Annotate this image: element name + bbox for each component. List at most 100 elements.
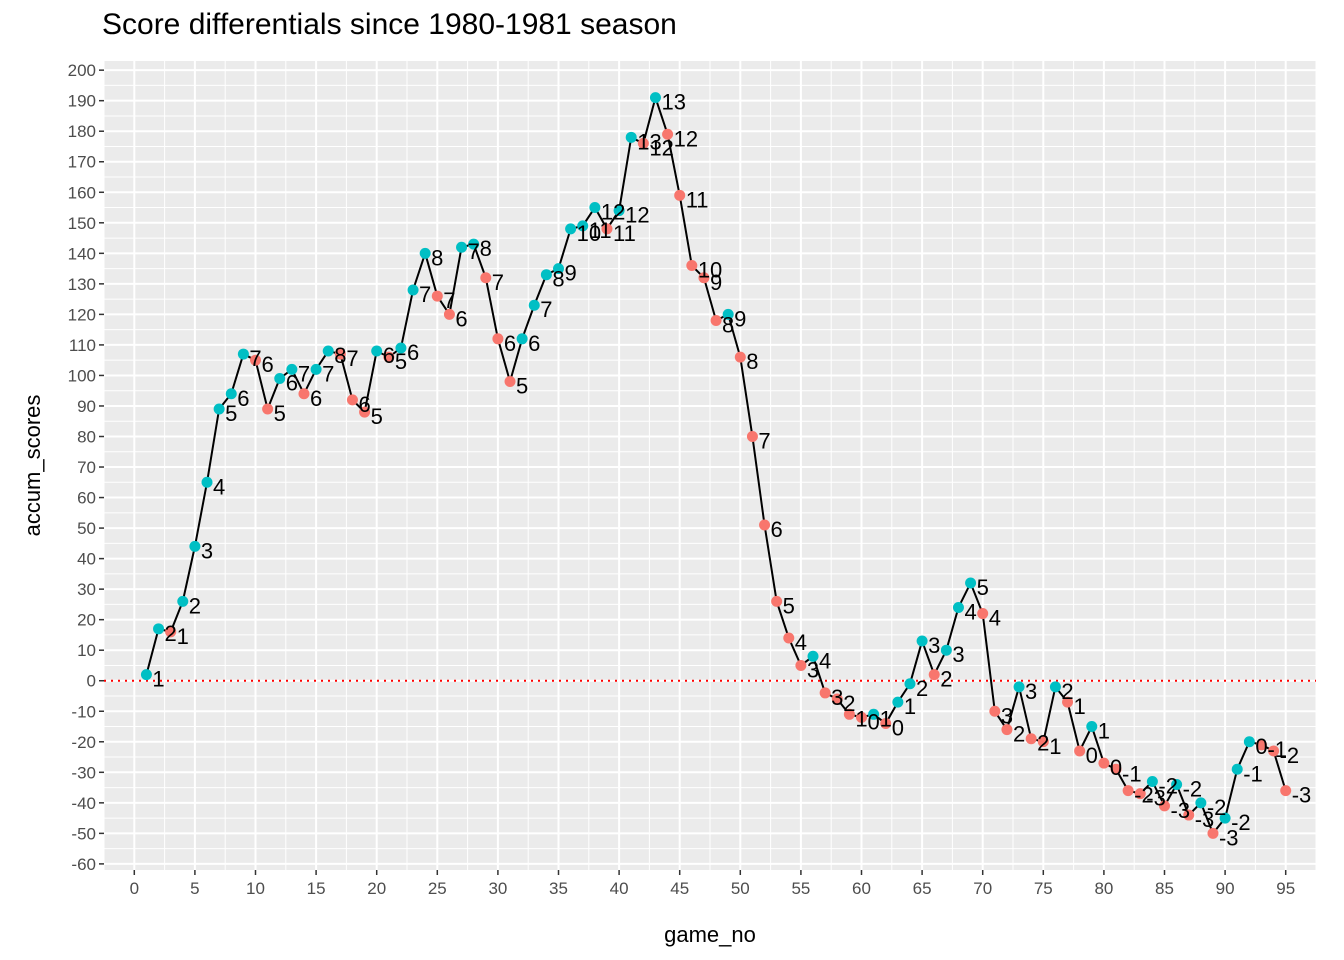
data-point bbox=[1207, 827, 1219, 839]
data-label: 7 bbox=[346, 346, 358, 371]
data-point bbox=[322, 345, 334, 357]
y-tick-label: -20 bbox=[71, 733, 96, 752]
x-tick-label: 5 bbox=[190, 879, 199, 898]
x-tick-label: 60 bbox=[852, 879, 871, 898]
data-point bbox=[1110, 763, 1122, 775]
data-point bbox=[977, 608, 989, 620]
data-label: 8 bbox=[552, 267, 564, 292]
data-point bbox=[831, 693, 843, 705]
y-axis: -60 -50 -40 -30 -20 -10 0 10 20 30 40 50 60 70 80 90 100… bbox=[68, 61, 104, 874]
data-point bbox=[1195, 797, 1207, 809]
x-tick-label: 40 bbox=[610, 879, 629, 898]
x-axis-title: game_no bbox=[664, 922, 756, 947]
data-label: 7 bbox=[419, 282, 431, 307]
data-point bbox=[371, 345, 383, 357]
data-point bbox=[686, 260, 698, 272]
y-tick-label: -10 bbox=[71, 702, 96, 721]
data-point bbox=[540, 269, 552, 281]
y-tick-label: 40 bbox=[77, 550, 96, 569]
data-label: 8 bbox=[746, 349, 758, 374]
data-label: 13 bbox=[637, 129, 661, 154]
data-label: 2 bbox=[843, 691, 855, 716]
data-point bbox=[407, 284, 419, 296]
data-label: 8 bbox=[480, 236, 492, 261]
data-point bbox=[880, 717, 892, 729]
data-label: 8 bbox=[334, 343, 346, 368]
x-tick-label: 80 bbox=[1094, 879, 1113, 898]
data-point bbox=[177, 595, 189, 607]
data-point bbox=[1098, 757, 1110, 769]
y-tick-label: 90 bbox=[77, 397, 96, 416]
data-point bbox=[1134, 788, 1146, 800]
data-label: 6 bbox=[528, 331, 540, 356]
data-label: -1 bbox=[1243, 761, 1263, 786]
data-label: 3 bbox=[1001, 703, 1013, 728]
y-tick-label: 20 bbox=[77, 611, 96, 630]
x-tick-label: 90 bbox=[1216, 879, 1235, 898]
y-tick-label: 70 bbox=[77, 458, 96, 477]
data-label: 1 bbox=[880, 706, 892, 731]
x-tick-label: 45 bbox=[670, 879, 689, 898]
data-label: 6 bbox=[407, 340, 419, 365]
data-label: 3 bbox=[928, 633, 940, 658]
data-label: 6 bbox=[262, 352, 274, 377]
data-label: -2 bbox=[1207, 795, 1227, 820]
y-tick-label: 140 bbox=[68, 244, 96, 263]
y-tick-label: 10 bbox=[77, 641, 96, 660]
data-label: 2 bbox=[189, 593, 201, 618]
data-label: 9 bbox=[565, 261, 577, 286]
y-tick-label: -50 bbox=[71, 824, 96, 843]
data-point bbox=[637, 137, 649, 149]
data-point bbox=[916, 635, 928, 647]
data-point bbox=[140, 669, 152, 681]
data-label: 0 bbox=[1086, 743, 1098, 768]
data-point bbox=[674, 189, 686, 201]
data-label: 5 bbox=[395, 349, 407, 374]
data-point bbox=[1062, 696, 1074, 708]
y-axis-title: accum_scores bbox=[20, 395, 45, 537]
data-label: -2 bbox=[1158, 773, 1178, 798]
data-label: 4 bbox=[989, 606, 1001, 631]
data-label: 6 bbox=[310, 386, 322, 411]
x-tick-label: 10 bbox=[246, 879, 265, 898]
data-label: 6 bbox=[504, 331, 516, 356]
data-point bbox=[746, 430, 758, 442]
data-point bbox=[856, 711, 867, 723]
chart-title: Score differentials since 1980-1981 seas… bbox=[102, 8, 677, 41]
data-label: 11 bbox=[589, 218, 612, 243]
data-point bbox=[480, 272, 492, 284]
x-tick-label: 20 bbox=[367, 879, 386, 898]
data-point bbox=[904, 678, 916, 690]
y-tick-label: 150 bbox=[68, 214, 96, 233]
data-point bbox=[468, 238, 480, 250]
y-tick-label: 100 bbox=[68, 366, 96, 385]
data-label: 1 bbox=[855, 706, 867, 731]
y-tick-label: 120 bbox=[68, 305, 96, 324]
data-point bbox=[1074, 745, 1086, 757]
data-label: 4 bbox=[795, 630, 807, 655]
y-tick-label: 170 bbox=[68, 153, 96, 172]
data-point bbox=[625, 131, 637, 143]
data-label: 12 bbox=[625, 203, 649, 228]
y-tick-label: 190 bbox=[68, 92, 96, 111]
data-point bbox=[989, 705, 1001, 717]
data-point bbox=[722, 308, 734, 320]
y-tick-label: 50 bbox=[77, 519, 96, 538]
data-label: 6 bbox=[455, 306, 467, 331]
data-point bbox=[189, 540, 201, 552]
data-label: 3 bbox=[1025, 679, 1037, 704]
data-point bbox=[662, 128, 674, 140]
data-label: 7 bbox=[298, 361, 310, 386]
data-point bbox=[759, 519, 771, 531]
data-point bbox=[1037, 736, 1049, 748]
data-point bbox=[734, 351, 746, 363]
data-point bbox=[1122, 785, 1134, 797]
data-point bbox=[1049, 681, 1061, 693]
data-point bbox=[553, 263, 564, 275]
data-point bbox=[589, 202, 601, 214]
data-label: 2 bbox=[916, 676, 928, 701]
data-point bbox=[225, 388, 237, 400]
data-label: 7 bbox=[758, 428, 770, 453]
data-point bbox=[819, 687, 831, 699]
data-label: 3 bbox=[831, 685, 843, 710]
